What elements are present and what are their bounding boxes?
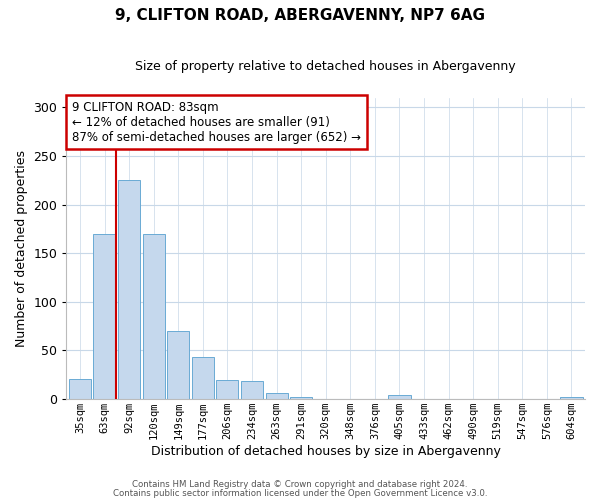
Text: Contains HM Land Registry data © Crown copyright and database right 2024.: Contains HM Land Registry data © Crown c… <box>132 480 468 489</box>
Text: 9, CLIFTON ROAD, ABERGAVENNY, NP7 6AG: 9, CLIFTON ROAD, ABERGAVENNY, NP7 6AG <box>115 8 485 22</box>
Bar <box>241 381 263 398</box>
Bar <box>388 395 410 398</box>
Bar <box>69 380 91 398</box>
Bar <box>118 180 140 398</box>
Bar <box>143 234 165 398</box>
X-axis label: Distribution of detached houses by size in Abergavenny: Distribution of detached houses by size … <box>151 444 500 458</box>
Bar <box>167 330 190 398</box>
Bar <box>290 396 312 398</box>
Text: Contains public sector information licensed under the Open Government Licence v3: Contains public sector information licen… <box>113 488 487 498</box>
Text: 9 CLIFTON ROAD: 83sqm
← 12% of detached houses are smaller (91)
87% of semi-deta: 9 CLIFTON ROAD: 83sqm ← 12% of detached … <box>72 100 361 144</box>
Bar <box>266 393 287 398</box>
Bar <box>94 234 116 398</box>
Y-axis label: Number of detached properties: Number of detached properties <box>15 150 28 346</box>
Bar <box>217 380 238 398</box>
Title: Size of property relative to detached houses in Abergavenny: Size of property relative to detached ho… <box>136 60 516 73</box>
Bar <box>560 396 583 398</box>
Bar <box>192 357 214 399</box>
